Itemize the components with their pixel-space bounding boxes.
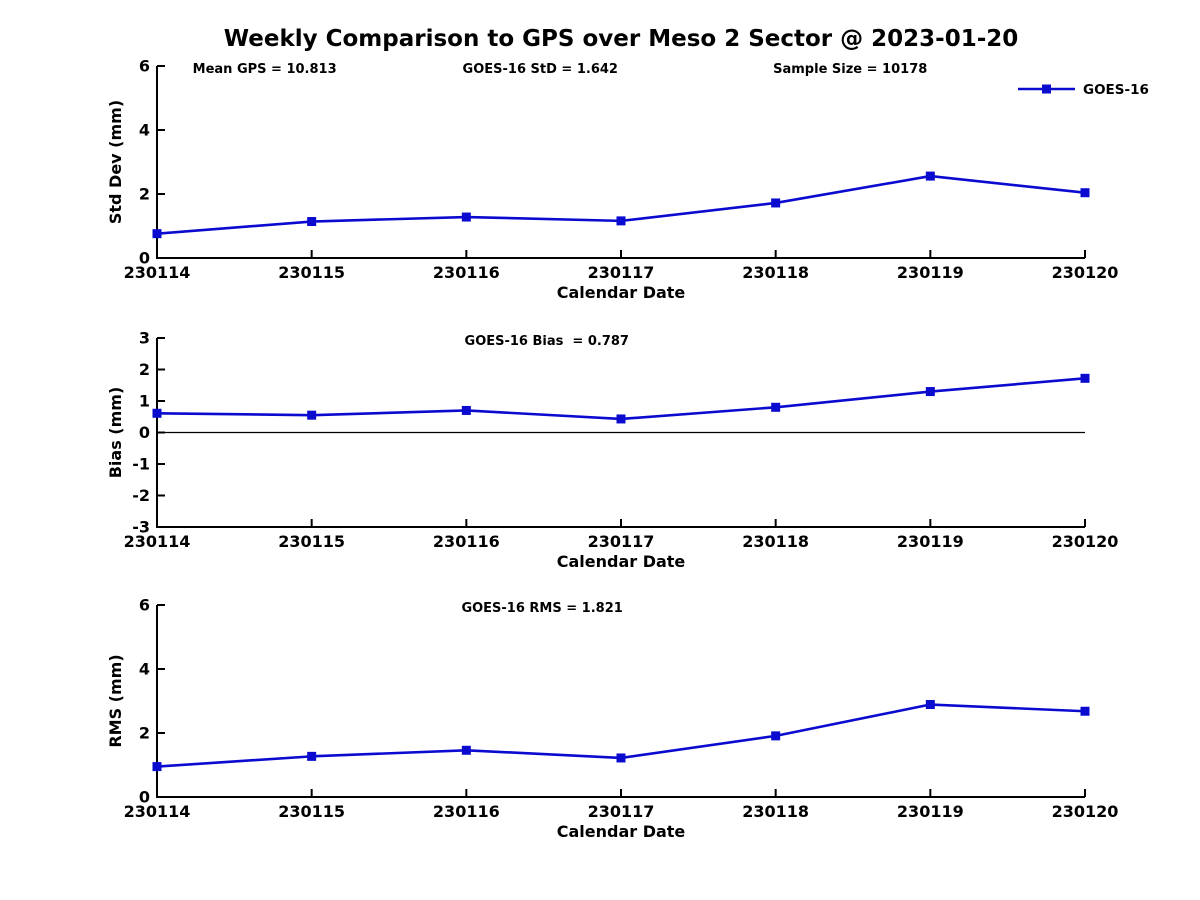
y-tick-label: 3 [139, 329, 150, 348]
x-axis-label: Calendar Date [557, 283, 686, 302]
x-axis-label: Calendar Date [557, 822, 686, 841]
annotation: GOES-16 StD = 1.642 [463, 62, 618, 77]
y-tick-label: 6 [139, 57, 150, 76]
x-tick-label: 230117 [588, 532, 655, 551]
x-axis-label: Calendar Date [557, 552, 686, 571]
subplot-bias-mm: -3 -2 -1 0 1 2 3 230114 230115 230116 230117 230118… [106, 329, 1118, 572]
x-tick-label: 230114 [124, 532, 191, 551]
y-tick-label: 6 [139, 596, 150, 615]
data-point-marker [925, 387, 935, 397]
data-point-marker [616, 216, 626, 226]
data-point-marker [616, 414, 626, 424]
data-point-marker [461, 745, 471, 755]
data-point-marker [925, 171, 935, 181]
x-tick-label: 230118 [742, 532, 809, 551]
data-point-marker [616, 753, 626, 763]
x-tick-label: 230119 [897, 532, 964, 551]
data-point-marker [771, 198, 781, 208]
y-tick-label: 0 [139, 249, 150, 268]
subplot-std-dev-mm: 0 2 4 6 230114 230115 230116 230117 230118 230119… [106, 57, 1149, 303]
data-point-marker [461, 212, 471, 222]
y-tick-label: 1 [139, 392, 150, 411]
x-tick-label: 230116 [433, 802, 500, 821]
data-point-marker [152, 408, 162, 418]
x-tick-label: 230115 [278, 802, 345, 821]
data-point-marker [461, 405, 471, 415]
data-point-marker [1080, 706, 1090, 716]
x-tick-label: 230115 [278, 532, 345, 551]
y-tick-label: 2 [139, 185, 150, 204]
annotation: GOES-16 RMS = 1.821 [461, 601, 622, 616]
data-point-marker [771, 731, 781, 741]
y-tick-label: 0 [139, 423, 150, 442]
y-axis-label: Std Dev (mm) [106, 100, 125, 224]
x-tick-label: 230120 [1052, 802, 1119, 821]
x-tick-label: 230118 [742, 263, 809, 282]
data-point-marker [152, 762, 162, 772]
annotation: GOES-16 Bias = 0.787 [465, 334, 629, 349]
axis [156, 66, 1085, 259]
y-tick-label: -2 [132, 486, 150, 505]
x-tick-label: 230119 [897, 263, 964, 282]
y-axis-label: Bias (mm) [106, 387, 125, 479]
y-tick-label: 2 [139, 724, 150, 743]
legend-marker [1042, 84, 1051, 94]
y-tick-label: -3 [132, 518, 150, 537]
x-tick-label: 230120 [1052, 532, 1119, 551]
y-axis-label: RMS (mm) [106, 654, 125, 747]
annotation: Mean GPS = 10.813 [193, 62, 337, 77]
x-tick-label: 230114 [124, 263, 191, 282]
x-tick-label: 230119 [897, 802, 964, 821]
x-tick-label: 230117 [588, 263, 655, 282]
data-point-marker [771, 402, 781, 412]
y-tick-label: 4 [139, 121, 150, 140]
y-tick-label: 2 [139, 360, 150, 379]
data-point-marker [307, 217, 317, 227]
data-point-marker [152, 229, 162, 239]
series-line [156, 377, 1086, 421]
annotation: Sample Size = 10178 [773, 62, 927, 77]
legend: GOES-16 [1018, 82, 1149, 98]
subplot-rms-mm: 0 2 4 6 230114 230115 230116 230117 230118 230119… [106, 596, 1118, 842]
x-tick-label: 230117 [588, 802, 655, 821]
x-tick-label: 230118 [742, 802, 809, 821]
axis [156, 605, 1085, 798]
x-tick-label: 230115 [278, 263, 345, 282]
x-tick-label: 230114 [124, 802, 191, 821]
chart-title: Weekly Comparison to GPS over Meso 2 Sec… [223, 26, 1019, 52]
y-tick-label: -1 [132, 455, 150, 474]
x-tick-label: 230120 [1052, 263, 1119, 282]
legend-label: GOES-16 [1083, 82, 1149, 98]
data-point-marker [307, 751, 317, 761]
x-tick-label: 230116 [433, 263, 500, 282]
data-point-marker [1080, 373, 1090, 383]
data-point-marker [925, 700, 935, 710]
y-tick-label: 0 [139, 788, 150, 807]
y-tick-label: 4 [139, 660, 150, 679]
x-tick-label: 230116 [433, 532, 500, 551]
data-point-marker [1080, 188, 1090, 198]
data-point-marker [307, 410, 317, 420]
